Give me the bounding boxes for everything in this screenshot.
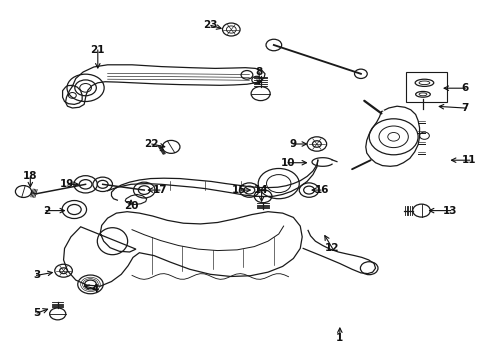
Text: 19: 19 <box>60 179 75 189</box>
Text: 12: 12 <box>325 243 339 253</box>
Text: 4: 4 <box>91 284 99 294</box>
Bar <box>405 72 447 102</box>
Text: 7: 7 <box>460 103 468 113</box>
Text: 16: 16 <box>314 185 328 195</box>
Text: 2: 2 <box>43 206 50 216</box>
Text: 14: 14 <box>254 185 268 195</box>
Text: 18: 18 <box>23 171 38 181</box>
Text: 23: 23 <box>203 20 217 30</box>
Text: 6: 6 <box>460 83 467 93</box>
Text: 13: 13 <box>442 206 456 216</box>
Text: 3: 3 <box>33 270 40 280</box>
Text: 10: 10 <box>281 158 295 168</box>
Text: 9: 9 <box>289 139 296 149</box>
Text: 21: 21 <box>90 45 105 55</box>
Text: 8: 8 <box>255 67 262 77</box>
Text: 1: 1 <box>336 333 343 343</box>
Text: 5: 5 <box>33 308 40 318</box>
Text: 20: 20 <box>123 201 138 211</box>
Text: 17: 17 <box>153 185 167 195</box>
Text: 15: 15 <box>231 185 245 195</box>
Text: 11: 11 <box>461 155 476 165</box>
Text: 22: 22 <box>144 139 159 149</box>
